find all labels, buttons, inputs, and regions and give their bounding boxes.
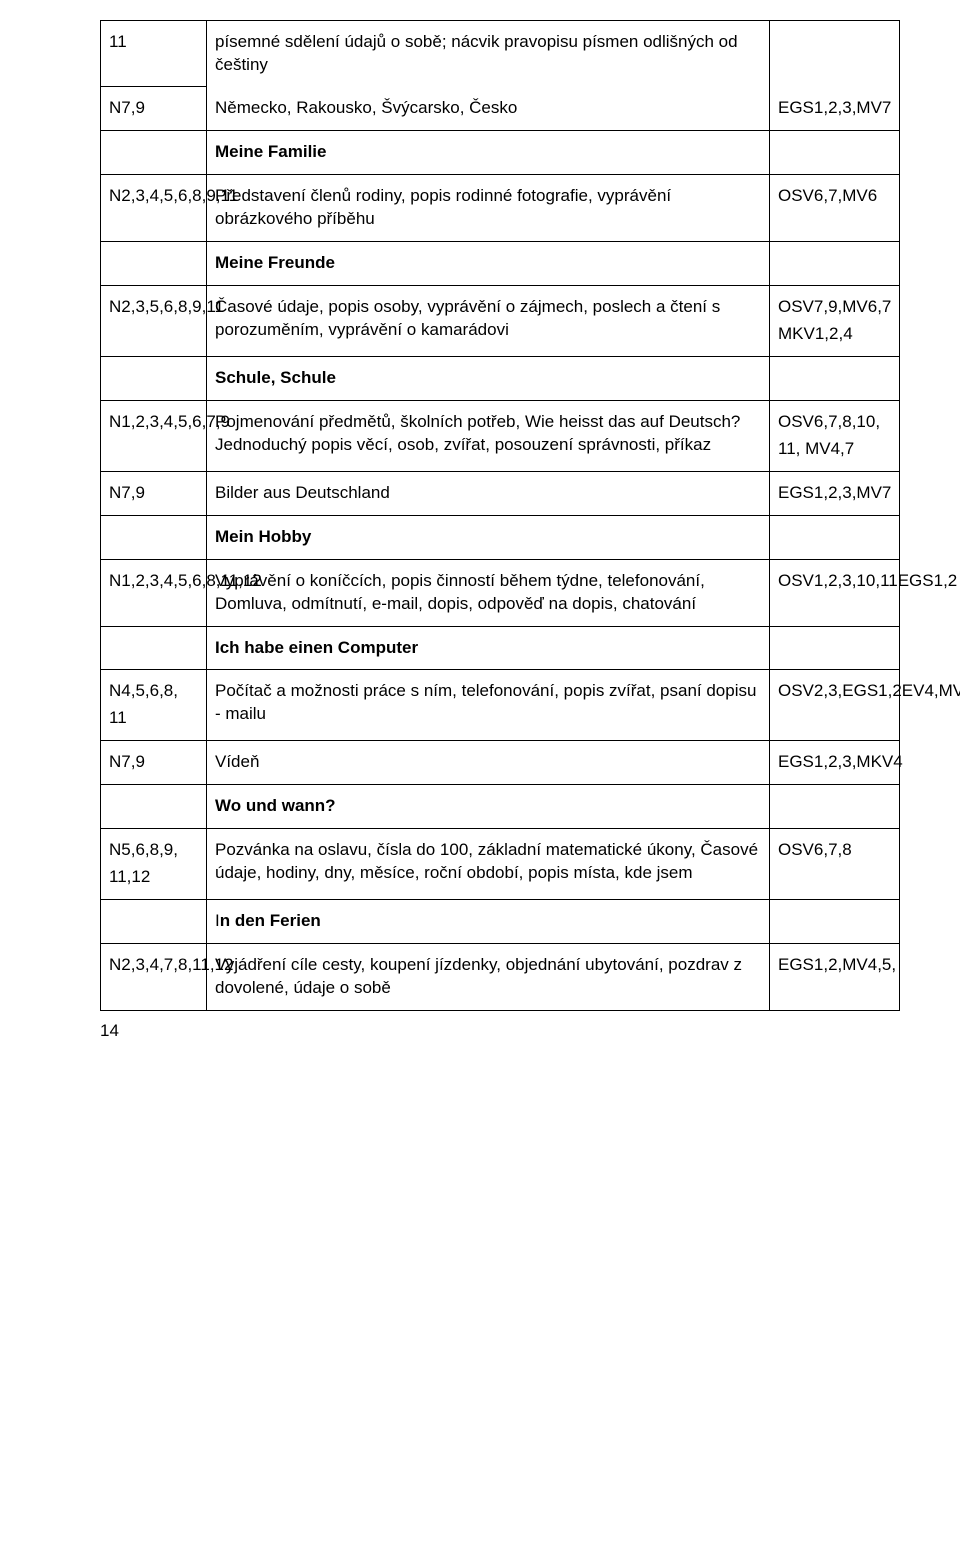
cell-tag bbox=[770, 900, 900, 944]
cell-tag: OSV6,7,MV6 bbox=[770, 175, 900, 242]
cell-content: Vídeň bbox=[207, 741, 770, 785]
table-row: In den Ferien bbox=[101, 900, 900, 944]
tag-line: 11, MV4,7 bbox=[778, 438, 891, 461]
code-line: 11 bbox=[109, 707, 198, 730]
table-row: Meine Familie bbox=[101, 131, 900, 175]
cell-tag: OSV6,7,8,10, 11, MV4,7 bbox=[770, 400, 900, 471]
cell-code: N7,9 bbox=[101, 741, 207, 785]
cell-content: Pojmenování předmětů, školních potřeb, W… bbox=[207, 400, 770, 471]
tag-line: OSV7,9,MV6,7 bbox=[778, 296, 891, 319]
page-number: 14 bbox=[100, 1021, 119, 1041]
cell-code: N4,5,6,8, 11 bbox=[101, 670, 207, 741]
cell-code: N7,9 bbox=[101, 471, 207, 515]
code-line: 11,12 bbox=[109, 866, 198, 889]
cell-content: Časové údaje, popis osoby, vyprávění o z… bbox=[207, 286, 770, 357]
cell-tag: OSV6,7,8 bbox=[770, 829, 900, 900]
table-row: N7,9 Německo, Rakousko, Švýcarsko, Česko… bbox=[101, 87, 900, 131]
cell-tag bbox=[770, 131, 900, 175]
cell-code: N7,9 bbox=[101, 87, 207, 131]
cell-heading: In den Ferien bbox=[207, 900, 770, 944]
cell-tag bbox=[770, 242, 900, 286]
cell-code: N1,2,3,4,5,6,8,11,12 bbox=[101, 559, 207, 626]
cell-tag bbox=[770, 515, 900, 559]
cell-code bbox=[101, 131, 207, 175]
cell-tag: OSV2,3,EGS1,2EV4,MV6 bbox=[770, 670, 900, 741]
cell-content: Německo, Rakousko, Švýcarsko, Česko bbox=[207, 87, 770, 131]
table-row: Mein Hobby bbox=[101, 515, 900, 559]
cell-content: Vyprávění o koníčcích, popis činností bě… bbox=[207, 559, 770, 626]
cell-code: N2,3,5,6,8,9,11 bbox=[101, 286, 207, 357]
code-line: N5,6,8,9, bbox=[109, 839, 198, 862]
cell-code bbox=[101, 515, 207, 559]
table-row: N7,9 Vídeň EGS1,2,3,MKV4 bbox=[101, 741, 900, 785]
cell-tag bbox=[770, 356, 900, 400]
table-row: Wo und wann? bbox=[101, 785, 900, 829]
cell-tag bbox=[770, 21, 900, 87]
cell-code bbox=[101, 242, 207, 286]
cell-code bbox=[101, 626, 207, 670]
cell-code: 11 bbox=[101, 21, 207, 87]
cell-tag: EGS1,2,3,MV7 bbox=[770, 471, 900, 515]
cell-code: N5,6,8,9, 11,12 bbox=[101, 829, 207, 900]
cell-tag: EGS1,2,MV4,5, bbox=[770, 944, 900, 1011]
table-row: Ich habe einen Computer bbox=[101, 626, 900, 670]
cell-tag: EGS1,2,3,MV7 bbox=[770, 87, 900, 131]
table-row: N4,5,6,8, 11 Počítač a možnosti práce s … bbox=[101, 670, 900, 741]
cell-content: Pozvánka na oslavu, čísla do 100, základ… bbox=[207, 829, 770, 900]
heading-bold: n den Ferien bbox=[220, 911, 321, 930]
table-row: 11 písemné sdělení údajů o sobě; nácvik … bbox=[101, 21, 900, 87]
cell-code bbox=[101, 900, 207, 944]
cell-heading: Meine Familie bbox=[207, 131, 770, 175]
table-row: N5,6,8,9, 11,12 Pozvánka na oslavu, čísl… bbox=[101, 829, 900, 900]
cell-content: Vyjádření cíle cesty, koupení jízdenky, … bbox=[207, 944, 770, 1011]
cell-content: Bilder aus Deutschland bbox=[207, 471, 770, 515]
cell-heading: Meine Freunde bbox=[207, 242, 770, 286]
cell-tag bbox=[770, 785, 900, 829]
table-row: N2,3,4,5,6,8,9,11 Představení členů rodi… bbox=[101, 175, 900, 242]
cell-heading: Wo und wann? bbox=[207, 785, 770, 829]
cell-content: Počítač a možnosti práce s ním, telefono… bbox=[207, 670, 770, 741]
cell-heading: Schule, Schule bbox=[207, 356, 770, 400]
cell-code: N2,3,4,5,6,8,9,11 bbox=[101, 175, 207, 242]
table-row: N1,2,3,4,5,6,7,9 Pojmenování předmětů, š… bbox=[101, 400, 900, 471]
cell-heading: Ich habe einen Computer bbox=[207, 626, 770, 670]
cell-code: N1,2,3,4,5,6,7,9 bbox=[101, 400, 207, 471]
cell-code: N2,3,4,7,8,11,12 bbox=[101, 944, 207, 1011]
table-row: N7,9 Bilder aus Deutschland EGS1,2,3,MV7 bbox=[101, 471, 900, 515]
tag-line: OSV6,7,8,10, bbox=[778, 411, 891, 434]
table-row: N2,3,5,6,8,9,11 Časové údaje, popis osob… bbox=[101, 286, 900, 357]
cell-tag: OSV7,9,MV6,7 MKV1,2,4 bbox=[770, 286, 900, 357]
cell-tag bbox=[770, 626, 900, 670]
cell-tag: OSV1,2,3,10,11EGS1,2 bbox=[770, 559, 900, 626]
cell-heading: Mein Hobby bbox=[207, 515, 770, 559]
table-row: N2,3,4,7,8,11,12 Vyjádření cíle cesty, k… bbox=[101, 944, 900, 1011]
table-row: Schule, Schule bbox=[101, 356, 900, 400]
cell-code bbox=[101, 356, 207, 400]
cell-content: Představení členů rodiny, popis rodinné … bbox=[207, 175, 770, 242]
curriculum-table: 11 písemné sdělení údajů o sobě; nácvik … bbox=[100, 20, 900, 1011]
code-line: N4,5,6,8, bbox=[109, 680, 198, 703]
table-row: Meine Freunde bbox=[101, 242, 900, 286]
cell-tag: EGS1,2,3,MKV4 bbox=[770, 741, 900, 785]
cell-content: písemné sdělení údajů o sobě; nácvik pra… bbox=[207, 21, 770, 87]
table-row: N1,2,3,4,5,6,8,11,12 Vyprávění o koníčcí… bbox=[101, 559, 900, 626]
cell-code bbox=[101, 785, 207, 829]
tag-line: MKV1,2,4 bbox=[778, 323, 891, 346]
